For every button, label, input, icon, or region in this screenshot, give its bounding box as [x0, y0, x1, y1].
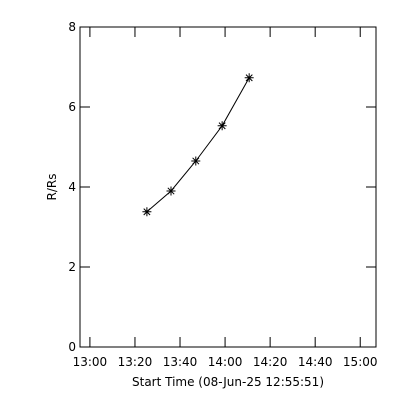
x-tick-label: 13:40: [163, 355, 198, 369]
x-tick-label: 14:00: [208, 355, 243, 369]
x-tick-label: 14:20: [253, 355, 288, 369]
point: [191, 156, 201, 166]
y-tick-label: 2: [68, 260, 76, 274]
y-tick-label: 4: [68, 180, 76, 194]
y-axis-label: R/Rs: [45, 174, 59, 201]
y-tick-label: 8: [68, 20, 76, 34]
y-tick-label: 6: [68, 100, 76, 114]
x-tick-label: 13:00: [73, 355, 108, 369]
point: [142, 207, 152, 217]
y-tick-label: 0: [68, 340, 76, 354]
point: [244, 73, 254, 83]
x-tick-label: 14:40: [298, 355, 333, 369]
x-tick-label: 13:20: [118, 355, 153, 369]
x-tick-label: 15:00: [343, 355, 378, 369]
plot-frame: [79, 26, 377, 348]
point: [166, 186, 176, 196]
fit-line: [146, 77, 250, 213]
point: [217, 121, 227, 131]
x-axis-label: Start Time (08-Jun-25 12:55:51): [132, 375, 324, 389]
